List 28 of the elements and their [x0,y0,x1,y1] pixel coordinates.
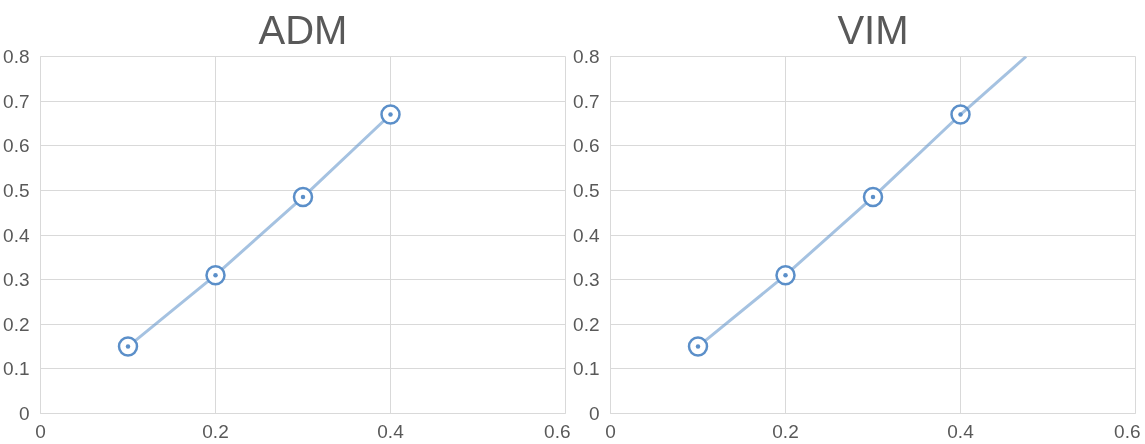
y-tick-label: 0.7 [573,90,600,112]
x-tick-label: 0.6 [1114,420,1141,442]
y-tick-label: 0.5 [3,179,30,201]
y-tick-label: 0.4 [3,224,30,246]
y-tick-label: 0.3 [573,269,600,291]
y-tick-label: 0.3 [3,269,30,291]
y-tick-label: 0.2 [573,313,600,335]
y-tick-label: 0.6 [573,135,600,157]
x-tick-label: 0.2 [202,420,229,442]
x-tick-label: 0.6 [544,420,571,442]
x-tick-label: 0.4 [947,420,975,442]
y-tick-label: 0.7 [3,90,30,112]
y-tick-label: 0 [588,403,600,424]
y-tick-label: 0.8 [573,46,600,67]
y-tick-label: 0.8 [3,46,30,67]
x-tick-label: 0.4 [377,420,405,442]
x-tick-label: 0 [605,420,616,442]
y-tick-label: 0.1 [573,358,600,380]
y-tick-label: 0 [18,403,30,424]
chart-title: ADM [258,7,348,52]
y-tick-label: 0.4 [573,224,600,246]
y-tick-label: 0.1 [3,358,30,380]
y-tick-label: 0.2 [3,313,30,335]
x-tick-label: 0.2 [772,420,799,442]
chart-title: VIM [837,7,909,52]
y-tick-label: 0.5 [573,179,600,201]
y-tick-label: 0.6 [3,135,30,157]
x-tick-label: 0 [35,420,46,442]
